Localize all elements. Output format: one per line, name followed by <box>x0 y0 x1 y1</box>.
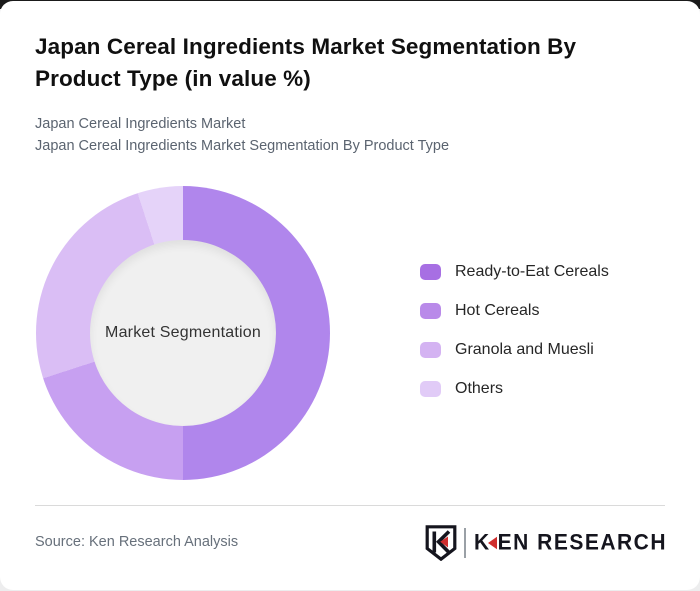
legend-label: Granola and Muesli <box>455 340 594 358</box>
donut-center: Market Segmentation <box>90 240 276 426</box>
chart-subtitles: Japan Cereal Ingredients Market Japan Ce… <box>35 113 449 157</box>
logo-letter-k: K <box>473 530 491 555</box>
legend-swatch-icon <box>420 302 441 319</box>
legend-item-hot-cereals: Hot Cereals <box>420 302 609 319</box>
subtitle-line-1: Japan Cereal Ingredients Market <box>35 116 246 132</box>
logo-divider <box>463 528 466 558</box>
legend-label: Ready-to-Eat Cereals <box>455 262 609 280</box>
donut-chart: Market Segmentation <box>36 186 330 480</box>
legend-label: Others <box>455 379 504 397</box>
footer-divider <box>35 505 665 506</box>
chart-legend: Ready-to-Eat Cereals Hot Cereals Granola… <box>420 263 609 419</box>
legend-swatch-icon <box>420 263 441 280</box>
logo-red-triangle-icon <box>487 536 497 550</box>
legend-label: Hot Cereals <box>455 301 540 319</box>
legend-item-ready-to-eat-cereals: Ready-to-Eat Cereals <box>420 263 609 280</box>
legend-swatch-icon <box>420 341 441 358</box>
source-attribution: Source: Ken Research Analysis <box>35 534 239 550</box>
legend-item-granola-and-muesli: Granola and Muesli <box>420 341 609 358</box>
subtitle-line-2: Japan Cereal Ingredients Market Segmenta… <box>35 138 450 154</box>
logo-rest: EN RESEARCH <box>497 530 667 555</box>
ken-research-shield-icon <box>425 525 457 561</box>
logo-wordmark: K EN RESEARCH <box>474 530 667 555</box>
ken-research-logo: K EN RESEARCH <box>425 524 667 562</box>
legend-item-others: Others <box>420 380 609 397</box>
donut-center-label: Market Segmentation <box>105 324 261 341</box>
page-title: Japan Cereal Ingredients Market Segmenta… <box>35 34 577 91</box>
legend-swatch-icon <box>420 380 441 397</box>
